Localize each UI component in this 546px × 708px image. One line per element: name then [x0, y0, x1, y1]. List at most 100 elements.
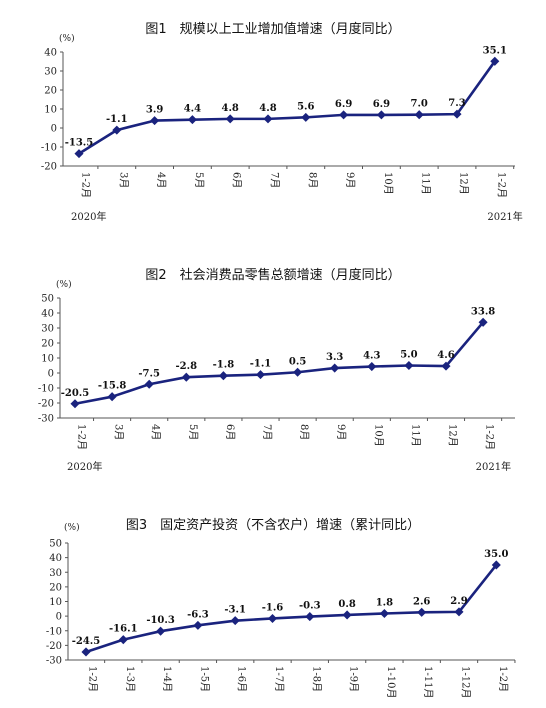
- y-tick-label: -20: [38, 399, 54, 410]
- x-tick-label: 8月: [306, 172, 318, 188]
- x-tick-label: 3月: [113, 424, 125, 440]
- x-tick-label: 9月: [344, 172, 356, 188]
- x-tick-label: 1-2月: [484, 424, 496, 450]
- y-tick-label: 20: [44, 86, 57, 97]
- y-unit-label: (%): [64, 522, 80, 533]
- data-label: 33.8: [471, 306, 495, 317]
- y-tick-label: 30: [41, 324, 54, 335]
- x-tick-label: 1-4月: [161, 666, 173, 692]
- data-point: [376, 110, 386, 120]
- x-tick-label: 1-9月: [348, 666, 360, 692]
- data-label: 4.3: [363, 351, 380, 362]
- y-tick-label: 10: [41, 354, 54, 365]
- data-label: 7.0: [410, 99, 427, 110]
- y-tick-label: 50: [41, 294, 54, 305]
- x-tick-label: 1-2月: [495, 172, 507, 198]
- chart-3-title: 图3 固定资产投资（不含农户）增速（累计同比）: [125, 518, 421, 533]
- data-label: 0.5: [289, 356, 306, 367]
- x-tick-label: 1-10月: [385, 666, 397, 698]
- data-label: 5.0: [400, 350, 417, 361]
- x-tick-label: 4月: [150, 424, 162, 440]
- data-point: [305, 612, 315, 622]
- data-label: 4.8: [221, 103, 238, 114]
- data-label: 2.9: [450, 596, 467, 607]
- data-label: 5.6: [297, 101, 314, 112]
- data-label: 3.3: [326, 352, 343, 363]
- x-tick-label: 12月: [447, 424, 459, 447]
- x-tick-label: 1-3月: [124, 666, 136, 692]
- data-point: [150, 116, 160, 126]
- y-tick-label: -10: [46, 626, 62, 637]
- data-label: -7.5: [138, 368, 160, 379]
- y-tick-label: -30: [38, 414, 54, 425]
- data-point: [112, 125, 122, 135]
- x-tick-label: 7月: [261, 424, 273, 440]
- x-tick-label: 10月: [372, 424, 384, 447]
- x-tick-label: 1-2月: [497, 666, 509, 692]
- data-point: [267, 613, 278, 623]
- data-label: -16.1: [109, 624, 138, 635]
- data-label: -1.8: [213, 360, 235, 371]
- data-point: [339, 110, 349, 120]
- data-label: -1.6: [262, 602, 284, 613]
- x-tick-label: 1-7月: [273, 666, 285, 692]
- y-unit-label: (%): [59, 33, 75, 44]
- y-tick-label: 10: [44, 105, 57, 116]
- series-line: [74, 321, 485, 406]
- data-label: 7.3: [448, 98, 465, 109]
- data-label: 2.6: [413, 596, 430, 607]
- data-label: -24.5: [72, 636, 101, 647]
- x-tick-label: 3月: [117, 172, 129, 188]
- y-tick-label: 0: [56, 612, 62, 623]
- x-tick-label: 6月: [231, 172, 243, 188]
- x-tick-label: 1-2月: [76, 424, 88, 450]
- x-tick-label: 1-2月: [87, 666, 99, 692]
- x-tick-label: 12月: [458, 172, 470, 195]
- y-tick-label: 20: [41, 339, 54, 350]
- x-tick-label: 1-12月: [460, 666, 472, 698]
- data-point: [263, 114, 273, 124]
- year-left-label: 2020年: [71, 210, 106, 223]
- y-tick-label: -20: [46, 641, 62, 652]
- y-tick-label: 50: [49, 539, 62, 550]
- y-tick-label: 30: [44, 67, 57, 78]
- data-point: [225, 114, 235, 124]
- data-point: [193, 620, 203, 630]
- data-label: 3.9: [146, 105, 163, 116]
- x-tick-label: 1-2月: [80, 172, 92, 198]
- y-tick-label: 40: [41, 309, 54, 320]
- y-tick-label: 30: [49, 568, 62, 579]
- y-tick-label: 40: [49, 553, 62, 564]
- data-point: [74, 149, 84, 159]
- x-tick-label: 5月: [193, 172, 205, 188]
- y-unit-label: (%): [56, 279, 72, 290]
- series-line: [78, 60, 496, 155]
- y-tick-label: 20: [49, 582, 62, 593]
- year-left-label: 2020年: [67, 460, 102, 473]
- data-point: [181, 372, 191, 382]
- data-label: -3.1: [224, 605, 246, 616]
- data-label: -0.3: [299, 601, 321, 612]
- data-label: -2.8: [176, 361, 198, 372]
- data-point: [118, 635, 128, 645]
- data-point: [454, 607, 464, 617]
- y-tick-label: 0: [48, 369, 54, 380]
- y-tick-label: 0: [51, 124, 57, 135]
- data-label: 4.8: [259, 103, 276, 114]
- year-right-label: 2021年: [487, 210, 522, 223]
- data-label: -1.1: [106, 114, 128, 125]
- data-label: 6.9: [373, 99, 390, 110]
- x-tick-label: 10月: [382, 172, 394, 195]
- x-tick-label: 11月: [420, 172, 432, 195]
- x-tick-label: 4月: [155, 172, 167, 188]
- data-label: 35.1: [483, 45, 507, 56]
- x-tick-label: 1-6月: [236, 666, 248, 692]
- chart-1-plot: (%) -20 -10 0 10 20 30 40 1-2月 3月 4月 5月 6月 7月 8月 9月 10月 1…: [41, 33, 523, 223]
- x-tick-label: 7月: [269, 172, 281, 188]
- data-point: [156, 626, 166, 636]
- x-tick-label: 1-8月: [310, 666, 322, 692]
- data-point: [490, 56, 500, 66]
- data-label: 0.8: [338, 599, 355, 610]
- y-tick-label: -30: [46, 656, 62, 667]
